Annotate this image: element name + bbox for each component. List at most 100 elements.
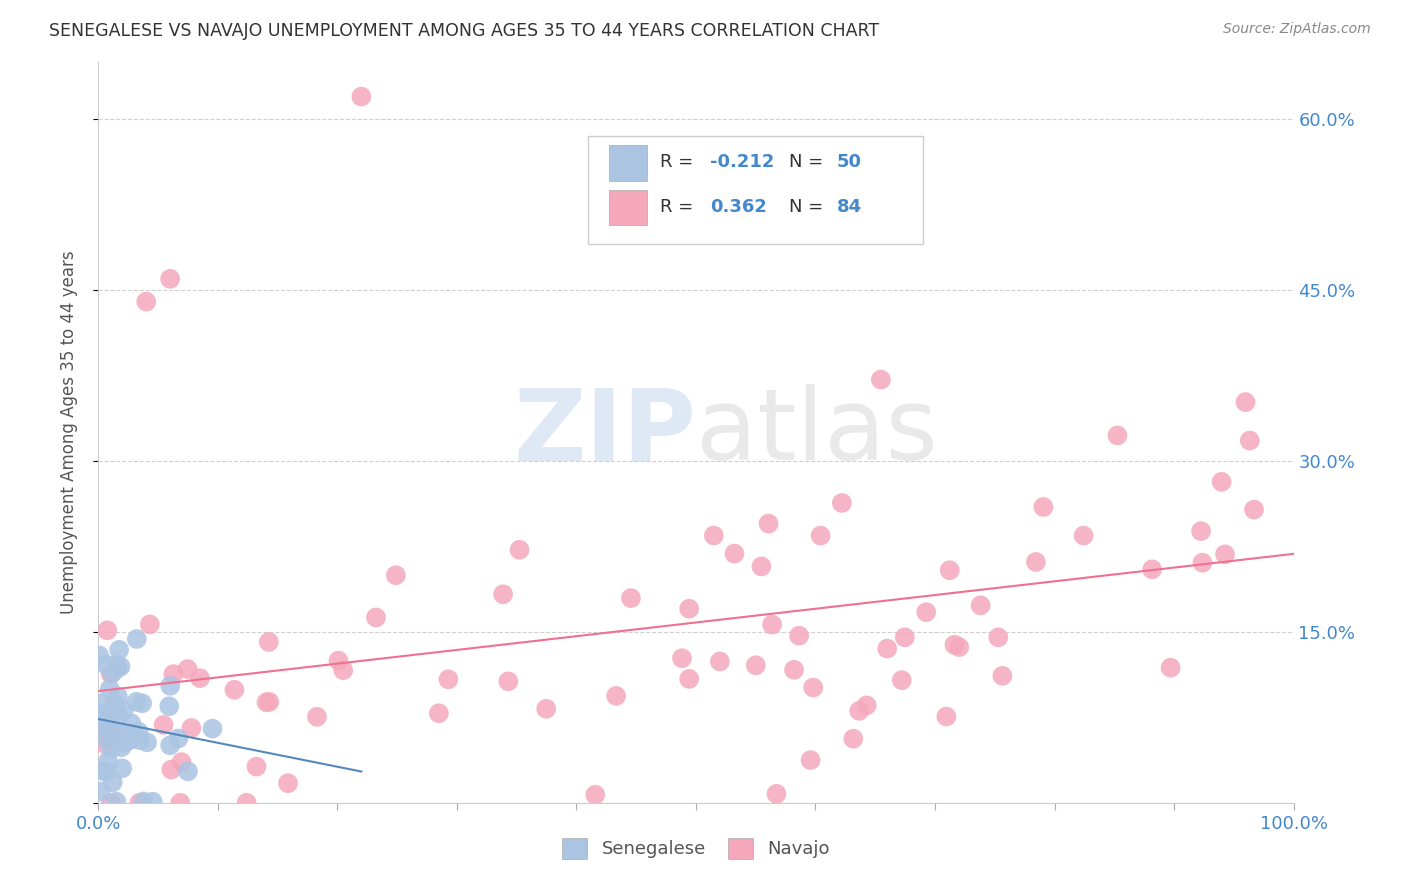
FancyBboxPatch shape bbox=[609, 190, 647, 226]
Point bbox=[890, 673, 912, 687]
Point bbox=[103, 697, 125, 711]
Point bbox=[583, 788, 606, 802]
Point bbox=[107, 690, 129, 704]
Point bbox=[987, 630, 1010, 644]
Point bbox=[745, 658, 768, 673]
Point bbox=[1191, 556, 1213, 570]
Point bbox=[848, 704, 870, 718]
Point bbox=[671, 651, 693, 665]
Point bbox=[159, 272, 181, 286]
Point bbox=[94, 731, 117, 746]
Point bbox=[783, 663, 806, 677]
Text: R =: R = bbox=[661, 198, 699, 216]
Point bbox=[93, 717, 115, 731]
Text: N =: N = bbox=[789, 198, 830, 216]
Point bbox=[969, 599, 991, 613]
Point bbox=[991, 669, 1014, 683]
Point bbox=[1073, 528, 1095, 542]
Point bbox=[758, 516, 780, 531]
Point bbox=[328, 654, 350, 668]
Point bbox=[1025, 555, 1047, 569]
Point bbox=[96, 624, 118, 638]
Point bbox=[1234, 395, 1257, 409]
Point bbox=[492, 587, 515, 601]
Point bbox=[761, 617, 783, 632]
Point bbox=[1211, 475, 1233, 489]
Point bbox=[128, 733, 150, 747]
FancyBboxPatch shape bbox=[609, 145, 647, 181]
Point bbox=[120, 732, 142, 747]
Point bbox=[801, 681, 824, 695]
Point bbox=[98, 681, 121, 696]
Point bbox=[110, 659, 132, 673]
Point bbox=[107, 727, 129, 741]
Point bbox=[101, 666, 124, 681]
Point bbox=[1213, 547, 1236, 561]
Point bbox=[1140, 562, 1163, 576]
Point bbox=[167, 731, 190, 746]
Point bbox=[105, 661, 128, 675]
Point bbox=[100, 666, 122, 681]
Point bbox=[125, 632, 148, 646]
Text: Source: ZipAtlas.com: Source: ZipAtlas.com bbox=[1223, 22, 1371, 37]
Point bbox=[104, 703, 127, 717]
Point bbox=[224, 682, 246, 697]
Point bbox=[108, 642, 131, 657]
Point bbox=[180, 721, 202, 735]
Point bbox=[709, 655, 731, 669]
Point bbox=[110, 740, 132, 755]
Text: -0.212: -0.212 bbox=[710, 153, 775, 171]
Point bbox=[437, 673, 460, 687]
Point bbox=[157, 699, 180, 714]
Legend: Senegalese, Navajo: Senegalese, Navajo bbox=[553, 829, 839, 868]
Point bbox=[948, 640, 970, 654]
Point bbox=[112, 703, 135, 717]
Point bbox=[94, 657, 117, 672]
Point bbox=[508, 542, 530, 557]
Text: 50: 50 bbox=[837, 153, 862, 171]
Point bbox=[257, 635, 280, 649]
Point bbox=[108, 709, 131, 723]
Point bbox=[277, 776, 299, 790]
Point bbox=[100, 741, 122, 756]
Point bbox=[177, 764, 200, 779]
Point bbox=[94, 737, 117, 751]
Point bbox=[96, 764, 118, 779]
Point bbox=[89, 648, 111, 663]
Point bbox=[751, 559, 773, 574]
Point bbox=[90, 706, 112, 721]
Point bbox=[152, 718, 174, 732]
Point bbox=[101, 725, 124, 739]
Text: SENEGALESE VS NAVAJO UNEMPLOYMENT AMONG AGES 35 TO 44 YEARS CORRELATION CHART: SENEGALESE VS NAVAJO UNEMPLOYMENT AMONG … bbox=[49, 22, 879, 40]
Point bbox=[170, 755, 193, 769]
Point bbox=[139, 617, 162, 632]
Point bbox=[235, 796, 257, 810]
Point bbox=[136, 735, 159, 749]
Point bbox=[787, 629, 810, 643]
Point bbox=[111, 761, 134, 775]
Point bbox=[703, 528, 725, 542]
Point bbox=[427, 706, 450, 721]
Point bbox=[245, 759, 267, 773]
Point bbox=[97, 721, 120, 735]
Point bbox=[1107, 428, 1129, 442]
Point bbox=[723, 547, 745, 561]
Text: atlas: atlas bbox=[696, 384, 938, 481]
Point bbox=[101, 775, 124, 789]
Point bbox=[259, 695, 281, 709]
Point bbox=[132, 794, 155, 808]
Point bbox=[91, 764, 114, 778]
Point bbox=[176, 662, 198, 676]
Text: 84: 84 bbox=[837, 198, 862, 216]
Point bbox=[938, 563, 960, 577]
Point bbox=[1239, 434, 1261, 448]
Point bbox=[105, 657, 128, 672]
Text: ZIP: ZIP bbox=[513, 384, 696, 481]
Point bbox=[160, 763, 183, 777]
Point bbox=[89, 697, 111, 711]
Point bbox=[97, 714, 120, 728]
Point bbox=[305, 710, 328, 724]
Point bbox=[842, 731, 865, 746]
Point bbox=[943, 638, 966, 652]
Point bbox=[162, 667, 184, 681]
